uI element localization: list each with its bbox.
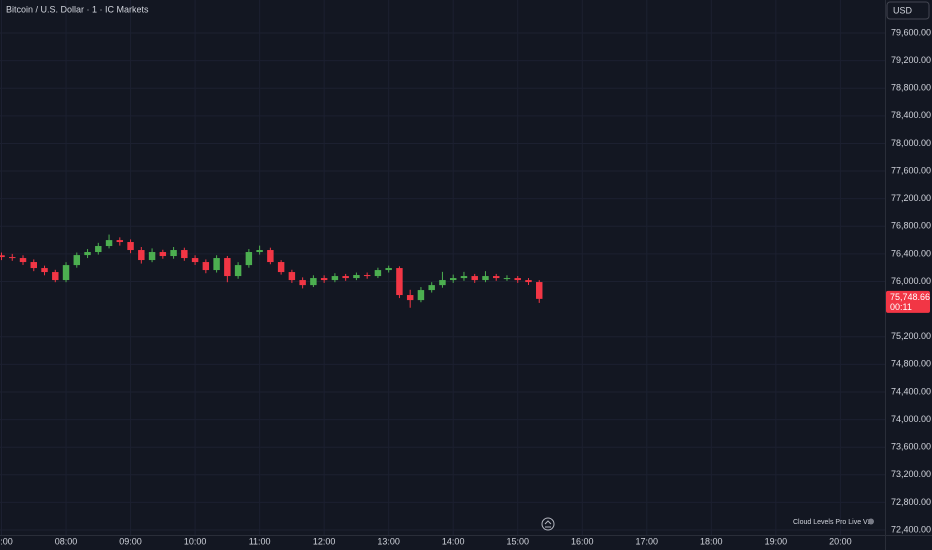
candle-body — [181, 250, 188, 259]
y-tick-label: 73,200.00 — [891, 469, 931, 479]
currency-button[interactable] — [886, 1, 930, 20]
indicator-status[interactable] — [868, 518, 874, 525]
candle-body — [148, 252, 156, 261]
candle-body — [256, 250, 263, 253]
candle-body — [116, 240, 124, 243]
x-tick-label: 07:00 — [0, 536, 13, 546]
candle-body — [159, 252, 167, 257]
y-tick-label: 72,800.00 — [891, 497, 931, 507]
candle-body — [245, 252, 253, 266]
currency-label[interactable]: USD — [893, 5, 913, 15]
candle-body — [213, 258, 220, 271]
x-tick-label: 08:00 — [55, 536, 78, 546]
y-tick-label: 78,000.00 — [891, 138, 931, 148]
candle-body — [138, 250, 145, 261]
candle-body — [331, 276, 339, 281]
candle-body — [363, 275, 371, 277]
candle-body — [406, 295, 414, 301]
y-tick-label: 79,600.00 — [891, 27, 931, 37]
candle-body — [19, 258, 27, 263]
candle-body — [299, 280, 306, 286]
x-tick-label: 20:00 — [829, 536, 852, 546]
y-tick-label: 77,200.00 — [891, 193, 931, 203]
x-tick-label: 19:00 — [765, 536, 788, 546]
y-tick-label: 75,200.00 — [891, 331, 931, 341]
y-tick-label: 79,200.00 — [891, 55, 931, 65]
y-tick-label: 76,400.00 — [891, 248, 931, 258]
y-tick-label: 73,600.00 — [891, 442, 931, 452]
x-tick-label: 12:00 — [313, 536, 336, 546]
candle-body — [105, 240, 113, 247]
last-price-marker — [886, 290, 930, 313]
candle-body — [342, 276, 349, 279]
x-tick-label: 11:00 — [249, 536, 271, 546]
countdown-label: 00:11 — [890, 302, 912, 312]
reset-icon-arrow[interactable] — [544, 520, 552, 528]
x-tick-label: 14:00 — [442, 536, 465, 546]
candle-body — [439, 280, 446, 286]
candle-body — [224, 258, 231, 277]
candle-body — [0, 255, 5, 258]
candle-body — [9, 257, 16, 259]
candle-body — [471, 276, 478, 281]
x-tick-label: 13:00 — [377, 536, 400, 546]
candle-body — [170, 250, 177, 257]
chart-title: Bitcoin / U.S. Dollar · 1 · IC Markets — [6, 4, 149, 14]
candle-body — [127, 242, 134, 251]
candle-body — [514, 278, 521, 281]
x-tick-label: 09:00 — [119, 536, 142, 546]
candle-body — [277, 262, 285, 273]
candle-body — [417, 290, 425, 301]
y-tick-label: 72,400.00 — [891, 524, 931, 534]
axes: 72,400.00 72,800.00 73,200.00 73,600.00 74,0… — [0, 27, 931, 546]
candle-body — [73, 255, 81, 266]
candle-body — [41, 268, 48, 273]
reset-chart-button[interactable] — [541, 517, 555, 531]
candle-body — [460, 276, 468, 279]
candle-body — [84, 252, 91, 256]
x-tick-label: 18:00 — [700, 536, 723, 546]
candles — [0, 234, 543, 308]
indicator-label: Cloud Levels Pro Live V2 — [793, 519, 872, 526]
candle-body — [30, 262, 37, 269]
candle-body — [536, 282, 543, 299]
candle-body — [353, 275, 360, 279]
x-tick-label: 10:00 — [184, 536, 207, 546]
x-tick-label: 16:00 — [571, 536, 594, 546]
candle-body — [202, 262, 210, 271]
last-price-label: 75,748.66 — [890, 292, 930, 302]
candle-body — [525, 280, 532, 283]
y-tick-label: 76,000.00 — [891, 276, 931, 286]
y-tick-label: 77,600.00 — [891, 165, 931, 175]
candle-body — [234, 265, 242, 277]
candle-body — [492, 276, 500, 279]
y-tick-label: 78,400.00 — [891, 110, 931, 120]
candle-body — [62, 265, 70, 281]
candle-body — [191, 258, 199, 263]
candle-body — [449, 278, 457, 281]
candle-body — [482, 276, 489, 281]
y-tick-label: 78,800.00 — [891, 83, 931, 93]
y-tick-label: 74,400.00 — [891, 386, 931, 396]
candle-body — [428, 285, 435, 291]
y-tick-label: 76,800.00 — [891, 221, 931, 231]
candle-body — [310, 278, 317, 286]
candle-body — [503, 278, 511, 280]
x-tick-label: 17:00 — [636, 536, 659, 546]
y-tick-label: 74,000.00 — [891, 414, 931, 424]
candle-body — [320, 278, 328, 281]
candle-body — [267, 250, 274, 263]
candle-body — [95, 246, 102, 253]
reset-icon[interactable] — [541, 517, 555, 531]
candle-body — [374, 270, 382, 277]
candle-body — [385, 268, 392, 271]
candle-body — [52, 272, 59, 281]
candle-body — [396, 268, 403, 296]
y-tick-label: 74,800.00 — [891, 359, 931, 369]
x-tick-label: 15:00 — [506, 536, 529, 546]
candle-body — [288, 272, 296, 281]
